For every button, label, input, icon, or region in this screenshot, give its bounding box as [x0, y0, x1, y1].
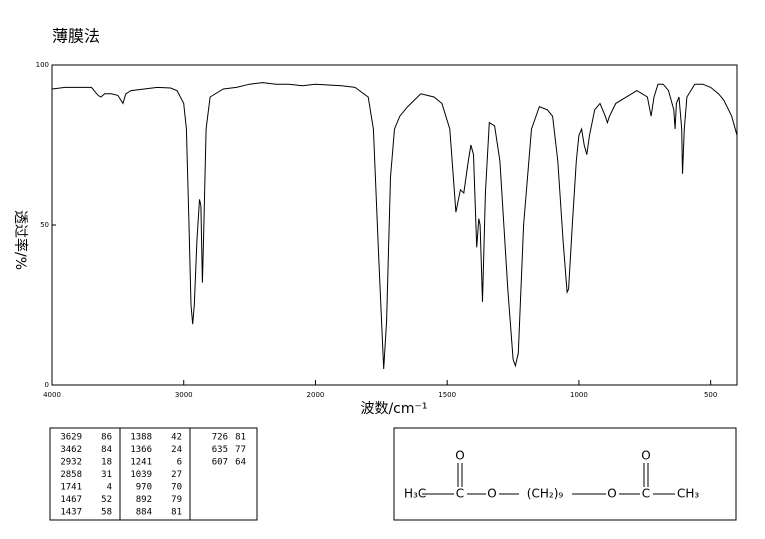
peak-transmittance: 84 — [101, 445, 112, 455]
peak-wavenumber: 1467 — [60, 495, 82, 505]
x-axis-label: 波数/cm⁻¹ — [360, 401, 427, 417]
peak-wavenumber: 3629 — [60, 433, 82, 443]
peak-transmittance: 79 — [171, 495, 182, 505]
peak-wavenumber: 607 — [212, 458, 228, 468]
x-tick-label: 3000 — [175, 391, 193, 399]
spectrum-line — [51, 82, 738, 370]
atom: CH₃ — [677, 487, 699, 501]
peak-transmittance: 77 — [235, 445, 246, 455]
peak-transmittance: 24 — [171, 445, 182, 455]
x-tick-label: 4000 — [43, 391, 61, 399]
peak-wavenumber: 726 — [212, 433, 228, 443]
peak-wavenumber: 1388 — [130, 433, 152, 443]
peak-wavenumber: 892 — [136, 495, 152, 505]
peak-wavenumber: 1741 — [60, 483, 82, 493]
y-tick-label: 100 — [36, 61, 49, 69]
peak-transmittance: 81 — [171, 508, 182, 518]
peak-transmittance: 58 — [101, 508, 112, 518]
atom: O — [641, 449, 650, 463]
y-axis-label: 透过率/% — [12, 210, 29, 270]
peak-transmittance: 31 — [101, 470, 112, 480]
peak-transmittance: 70 — [171, 483, 182, 493]
x-tick-label: 1500 — [438, 391, 456, 399]
x-tick-label: 1000 — [570, 391, 588, 399]
peak-wavenumber: 970 — [136, 483, 152, 493]
y-tick-label: 50 — [40, 221, 49, 229]
plot-frame — [51, 64, 738, 386]
peak-transmittance: 64 — [235, 458, 246, 468]
peak-wavenumber: 2932 — [60, 458, 82, 468]
peak-wavenumber: 1241 — [130, 458, 152, 468]
peak-wavenumber: 1366 — [130, 445, 152, 455]
peak-transmittance: 42 — [171, 433, 182, 443]
peak-wavenumber: 635 — [212, 445, 228, 455]
peak-transmittance: 18 — [101, 458, 112, 468]
peak-wavenumber: 2858 — [60, 470, 82, 480]
structure: H₃C C O O (CH₂)₉ O C CH₃ O — [393, 427, 737, 521]
x-tick-label: 2000 — [307, 391, 325, 399]
peak-wavenumber: 3462 — [60, 445, 82, 455]
peak-wavenumber: 884 — [136, 508, 152, 518]
table-frame — [49, 427, 258, 521]
chart-title: 薄膜法 — [52, 27, 100, 46]
peak-transmittance: 52 — [101, 495, 112, 505]
atom: (CH₂)₉ — [527, 487, 564, 501]
peak-wavenumber: 1437 — [60, 508, 82, 518]
peak-transmittance: 27 — [171, 470, 182, 480]
atom: C — [642, 487, 650, 501]
peak-wavenumber: 1039 — [130, 470, 152, 480]
x-tick-label: 500 — [704, 391, 717, 399]
atom: O — [487, 487, 496, 501]
atom: H₃C — [404, 487, 426, 501]
peak-transmittance: 4 — [107, 483, 112, 493]
peak-table: 3629 86 3462 84 2932 18 2858 31 1741 4 1467 52 1437 5… — [49, 427, 258, 521]
atom: C — [456, 487, 464, 501]
peak-transmittance: 86 — [101, 433, 112, 443]
peak-transmittance: 81 — [235, 433, 246, 443]
peak-transmittance: 6 — [177, 458, 182, 468]
atom: O — [607, 487, 616, 501]
atom: O — [455, 449, 464, 463]
y-tick-label: 0 — [45, 381, 49, 389]
structure-frame — [393, 427, 737, 521]
